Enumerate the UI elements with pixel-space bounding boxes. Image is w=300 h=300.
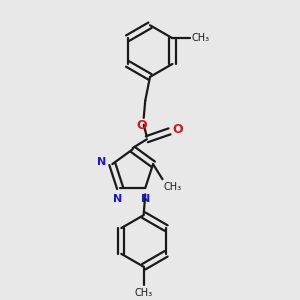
Text: N: N	[141, 194, 151, 204]
Text: O: O	[137, 119, 147, 132]
Text: N: N	[98, 157, 107, 166]
Text: CH₃: CH₃	[164, 182, 182, 192]
Text: O: O	[173, 123, 183, 136]
Text: CH₃: CH₃	[191, 33, 209, 43]
Text: CH₃: CH₃	[135, 288, 153, 298]
Text: N: N	[113, 194, 122, 204]
